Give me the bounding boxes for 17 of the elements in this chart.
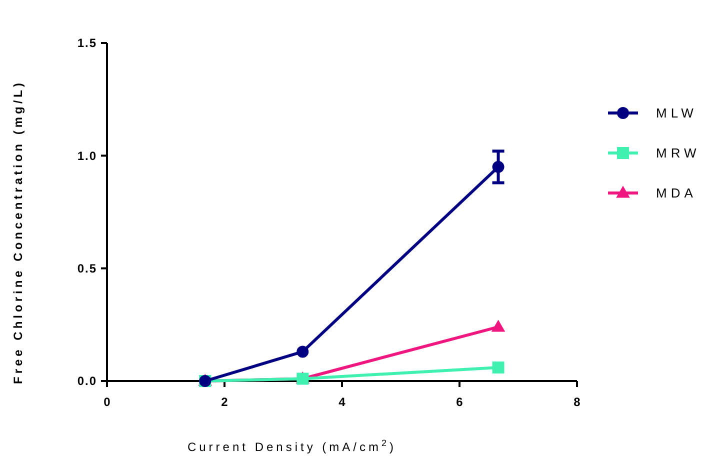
legend-label: MDA xyxy=(656,186,697,201)
x-tick-label: 0 xyxy=(104,395,111,409)
y-tick-label: 0.5 xyxy=(77,262,97,276)
x-axis-title: Current Density (mA/cm$^{2}$) xyxy=(187,438,397,454)
x-tick-label: 6 xyxy=(456,395,464,409)
y-tick-label: 0.0 xyxy=(77,374,97,388)
point xyxy=(492,361,504,374)
y-tick-label: 1.5 xyxy=(77,36,97,50)
y-tick-label: 1.0 xyxy=(77,148,97,163)
legend-label: MLW xyxy=(656,106,698,121)
point xyxy=(492,160,504,173)
y-axis-title: Free Chlorine Concentration (mg/L) xyxy=(11,80,25,384)
legend-label: MRW xyxy=(656,146,700,161)
point xyxy=(296,346,309,358)
x-tick-label: 4 xyxy=(338,395,346,409)
x-tick-label: 8 xyxy=(574,395,581,409)
x-tick-label: 2 xyxy=(221,395,228,409)
